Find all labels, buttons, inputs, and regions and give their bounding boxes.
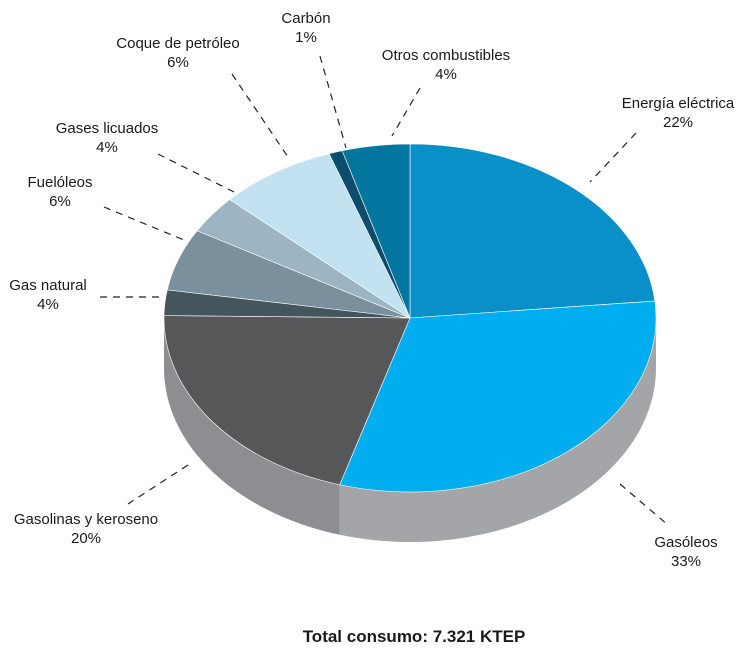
leader-line-1 [589,132,637,183]
leader-line-9 [391,87,421,137]
slice-name-label-9: Otros combustibles [382,47,510,64]
pie-side-wall-right [339,318,656,542]
leader-line-2 [619,483,669,526]
slice-value-label-9: 4% [435,66,457,83]
slice-value-label-4: 4% [37,296,59,313]
slice-value-label-8: 1% [295,29,317,46]
slice-labels: Energía eléctrica 22% Gasóleos 33% Gasolinas… [9,10,735,570]
leader-line-8 [319,55,347,149]
leader-line-3 [127,464,189,505]
pie-slice-3 [163,315,411,486]
slice-name-label-7: Coque de petróleo [116,35,239,52]
slice-value-label-5: 6% [49,193,71,210]
pie-sides [164,318,656,542]
pie-slice-1 [409,143,656,319]
pie-slices [163,143,657,493]
slice-name-label-6: Gases licuados [56,120,159,137]
slice-name-label-8: Carbón [281,10,330,27]
pie-slice-7 [229,153,411,319]
pie-side-wall-left [164,318,340,535]
slice-value-label-6: 4% [96,139,118,156]
slice-name-label-4: Gas natural [9,277,87,294]
slice-value-label-1: 22% [663,114,693,131]
slice-name-label-2: Gasóleos [654,534,717,551]
slice-name-label-3: Gasolinas y keroseno [14,511,158,528]
slice-name-label-1: Energía eléctrica [622,95,735,112]
total-consumption-label: Total consumo: 7.321 KTEP [303,627,526,646]
slice-value-label-7: 6% [167,54,189,71]
pie-slice-2 [339,300,657,493]
leader-line-5 [103,206,185,241]
slice-value-label-3: 20% [71,530,101,547]
leader-line-7 [231,73,291,161]
pie-slice-9 [341,143,411,319]
slice-name-label-5: Fuelóleos [27,174,92,191]
leader-line-6 [157,153,237,194]
leader-lines [100,55,669,526]
slice-value-label-2: 33% [671,553,701,570]
